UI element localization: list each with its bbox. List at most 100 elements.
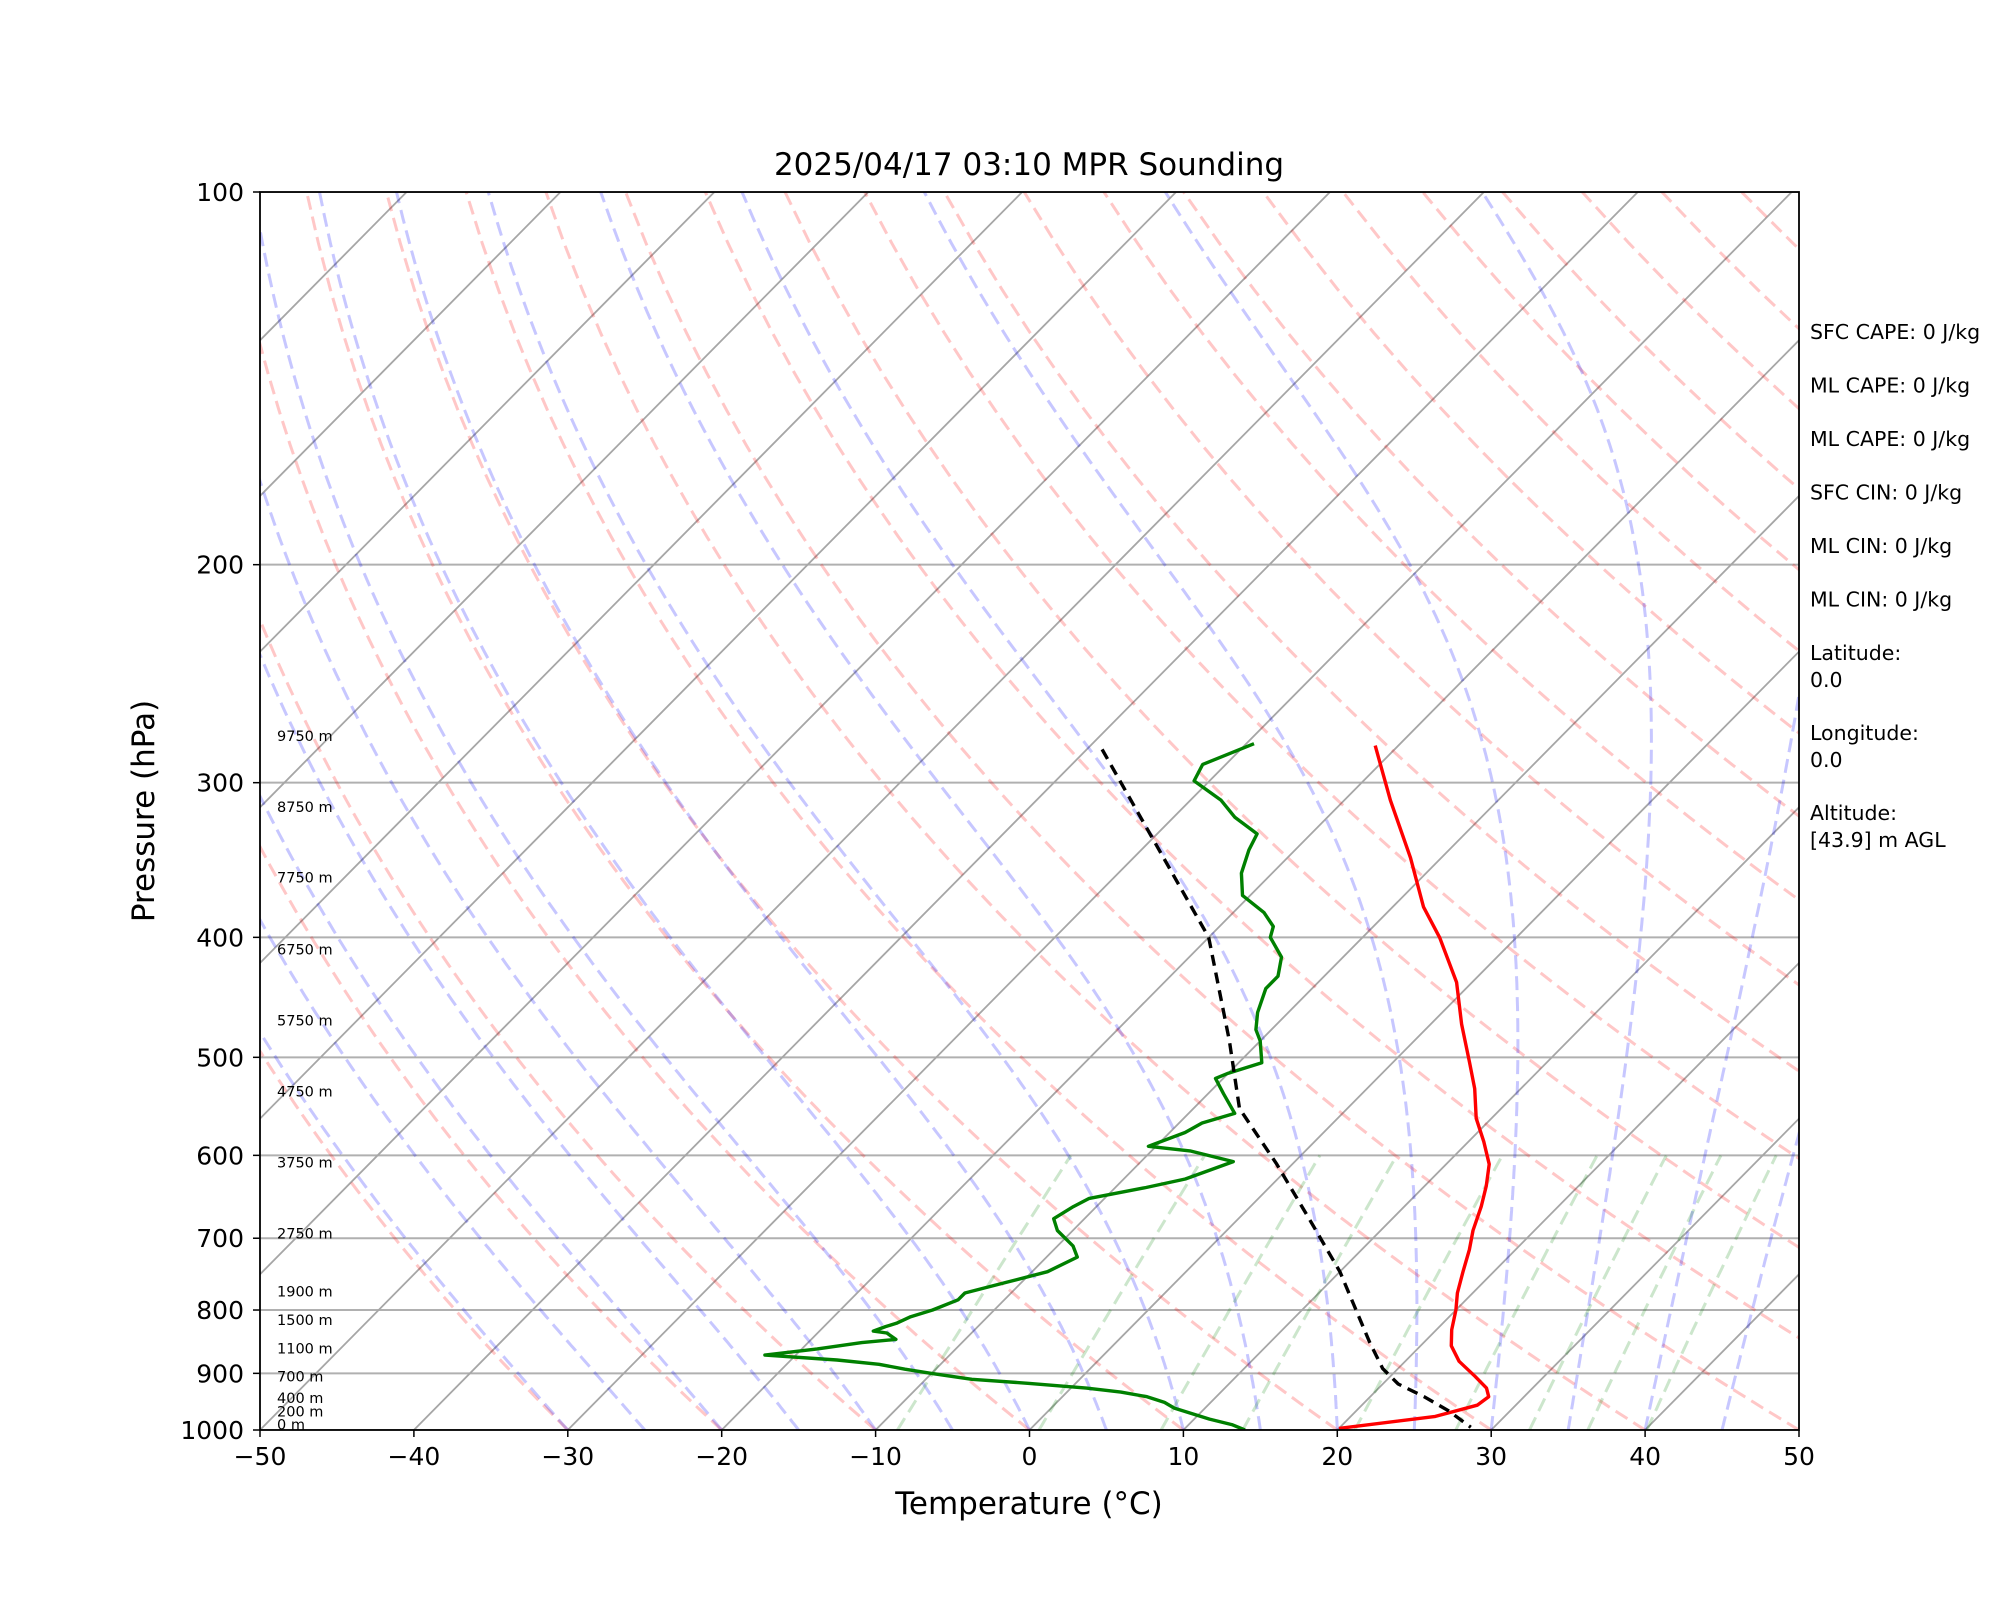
moist-adiabat: [599, 192, 1262, 1430]
height-label: 5750 m: [277, 1014, 333, 1030]
moist-adiabat: [260, 476, 877, 1430]
y-tick-label: 900: [196, 1359, 244, 1388]
height-label: 6750 m: [277, 942, 333, 958]
isotherm: [0, 192, 99, 1430]
y-tick-label: 500: [196, 1043, 244, 1072]
moist-adiabat: [260, 916, 646, 1430]
x-tick-label: −50: [234, 1442, 287, 1471]
dry-adiabat: [544, 192, 1646, 1430]
sounding-series: [763, 742, 1491, 1430]
height-label: 0 m: [277, 1418, 305, 1434]
x-axis-ticks: −50 −40 −30 −20 −10 0 10 20 30 40 50: [234, 1430, 1815, 1471]
isotherm: [413, 192, 1639, 1430]
chart-title: 2025/04/17 03:10 MPR Sounding: [774, 147, 1284, 183]
y-tick-label: 300: [196, 769, 244, 798]
mixing-ratio-line: [1528, 1154, 1668, 1430]
height-label: 9750 m: [277, 729, 333, 745]
dry-adiabat: [783, 192, 1799, 1250]
height-labels: 9750 m 8750 m 7750 m 6750 m 5750 m 4750 m 3750…: [277, 729, 333, 1434]
x-tick-label: −30: [541, 1442, 594, 1471]
info-entry: Latitude: 0.0: [1810, 641, 1901, 692]
dry-adiabat: [305, 192, 1185, 1430]
height-label: 1100 m: [277, 1341, 333, 1357]
x-tick-label: −10: [849, 1442, 902, 1471]
y-axis-label: Pressure (hPa): [126, 700, 162, 922]
mixing-ratio-line: [1586, 1154, 1723, 1430]
info-entry: ML CAPE: 0 J/kg: [1810, 374, 1970, 398]
moist-adiabat: [1164, 192, 1520, 1430]
info-entry: SFC CIN: 0 J/kg: [1810, 481, 1962, 505]
isotherm: [260, 192, 1331, 1276]
height-label: 1900 m: [277, 1285, 333, 1301]
moist-adiabat: [260, 792, 723, 1430]
moist-adiabat: [260, 1029, 569, 1430]
dry-adiabat: [464, 192, 1493, 1430]
isotherm: [260, 192, 1485, 1430]
height-label: 7750 m: [277, 871, 333, 887]
dry-adiabat: [703, 192, 1799, 1340]
isotherm: [260, 192, 1177, 1120]
dry-adiabat: [1022, 192, 1799, 987]
mixing-ratio-line: [1645, 1154, 1778, 1430]
mixing-ratio-line: [1353, 1154, 1504, 1430]
isotherm: [260, 192, 562, 498]
dry-adiabat: [1102, 192, 1799, 902]
dry-adiabat: [1262, 192, 1799, 735]
x-tick-label: −20: [695, 1442, 748, 1471]
height-label: 700 m: [277, 1369, 323, 1385]
mixing-ratio-line: [1241, 1154, 1399, 1430]
info-entry: Altitude: [43.9] m AGL: [1810, 801, 1946, 852]
x-tick-label: 30: [1475, 1442, 1507, 1471]
x-tick-label: 20: [1321, 1442, 1353, 1471]
y-tick-label: 400: [196, 923, 244, 952]
y-tick-label: 100: [196, 178, 244, 207]
moist-adiabat: [395, 192, 1108, 1430]
mixing-ratio-line: [1037, 1154, 1206, 1430]
moist-adiabat: [260, 650, 800, 1430]
y-tick-label: 1000: [180, 1416, 244, 1445]
x-tick-label: 0: [1022, 1442, 1038, 1471]
mixing-ratio-line: [1454, 1154, 1599, 1430]
series-line-1: [763, 742, 1284, 1430]
moist-adiabat: [1481, 192, 1653, 1430]
thermo-background-lines: [260, 192, 1799, 1430]
isotherm: [1490, 1117, 1799, 1430]
isotherm: [721, 339, 1799, 1430]
x-tick-label: 10: [1167, 1442, 1199, 1471]
series-line-2: [1100, 748, 1472, 1429]
height-label: 2750 m: [277, 1227, 333, 1243]
moist-adiabat: [922, 192, 1419, 1430]
isotherm: [260, 192, 869, 809]
moist-adiabat: [1643, 685, 1799, 1430]
y-tick-label: 800: [196, 1296, 244, 1325]
height-label: 200 m: [277, 1404, 323, 1420]
moist-adiabat: [318, 192, 1031, 1430]
y-tick-label: 600: [196, 1141, 244, 1170]
mixing-ratio-line: [896, 1154, 1073, 1430]
plot-frame: [259, 191, 1800, 1431]
x-tick-label: 50: [1783, 1442, 1815, 1471]
isotherm: [567, 192, 1793, 1430]
info-entry: SFC CAPE: 0 J/kg: [1810, 320, 1980, 344]
dry-adiabat: [260, 338, 1031, 1430]
y-tick-label: 200: [196, 551, 244, 580]
height-label: 3750 m: [277, 1155, 333, 1171]
dry-adiabat: [260, 843, 723, 1430]
mixing-ratio-line: [1159, 1154, 1322, 1430]
dry-adiabat: [384, 192, 1339, 1430]
moist-adiabat: [260, 221, 954, 1430]
isotherm: [874, 494, 1799, 1430]
x-tick-label: 40: [1629, 1442, 1661, 1471]
dry-adiabat: [260, 616, 877, 1430]
dry-adiabat: [260, 1048, 569, 1430]
isotherm: [1336, 961, 1799, 1430]
height-label: 400 m: [277, 1391, 323, 1407]
x-tick-label: −40: [388, 1442, 441, 1471]
height-label: 8750 m: [277, 800, 333, 816]
moist-adiabat: [740, 192, 1339, 1430]
height-label: 1500 m: [277, 1313, 333, 1329]
dry-adiabat: [1182, 192, 1799, 818]
isotherm: [1182, 806, 1799, 1430]
isotherm: [260, 192, 716, 653]
